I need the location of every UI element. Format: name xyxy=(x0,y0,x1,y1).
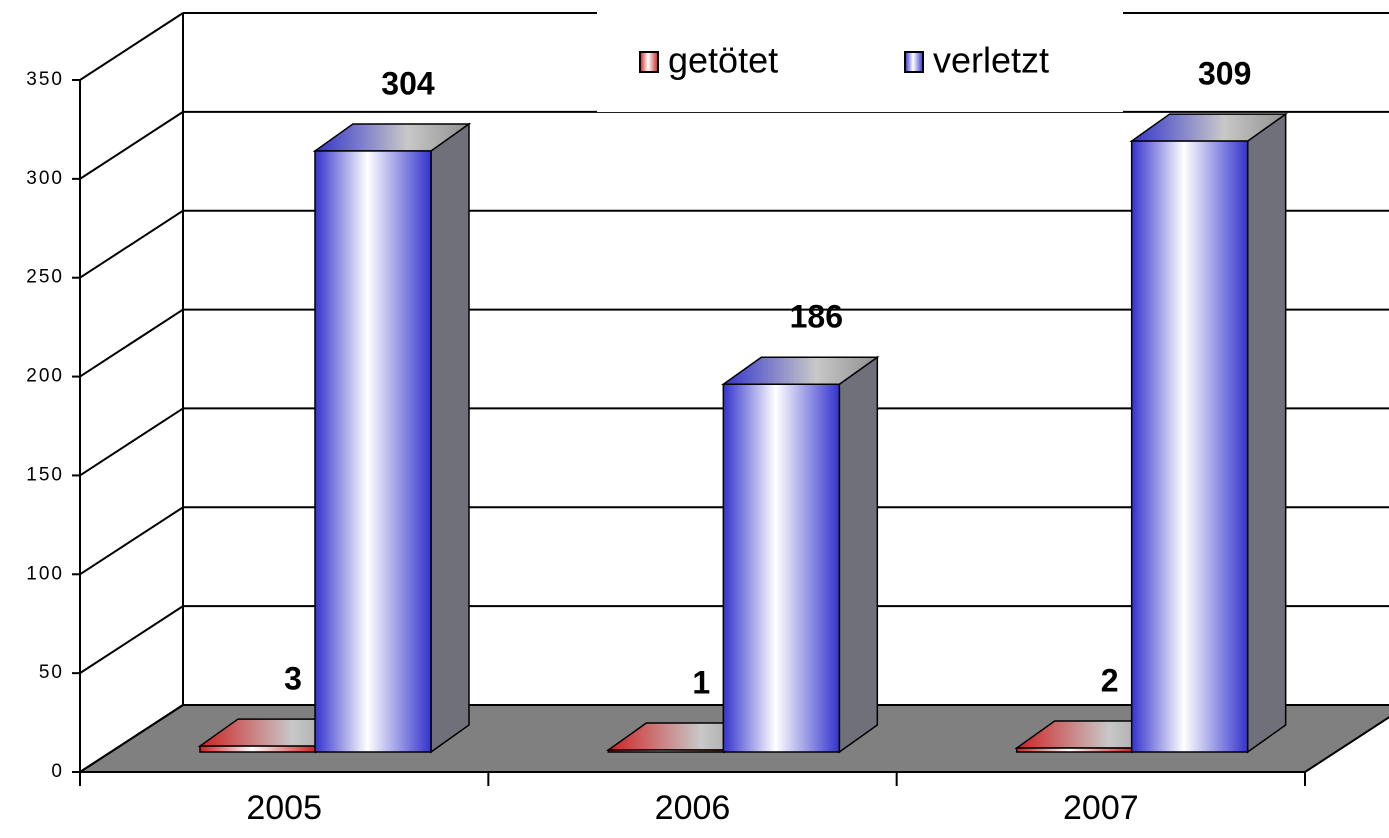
grid-line xyxy=(79,605,184,674)
y-tick-label: 250 xyxy=(26,267,64,288)
bar xyxy=(1130,140,1249,753)
legend-label: getötet xyxy=(668,40,778,81)
grid-line xyxy=(79,12,184,81)
bar-side xyxy=(430,122,470,754)
y-tick-label: 300 xyxy=(26,168,64,189)
y-tick-label: 150 xyxy=(26,464,64,485)
y-tick-label: 200 xyxy=(26,366,64,387)
legend-box xyxy=(597,0,1123,112)
data-label: 304 xyxy=(381,65,435,101)
bar xyxy=(199,745,317,753)
bar-side xyxy=(1246,112,1287,754)
grid-line xyxy=(79,407,184,477)
bar xyxy=(607,749,726,753)
legend-label: verletzt xyxy=(933,40,1049,81)
legend-swatch xyxy=(639,51,659,73)
data-label: 3 xyxy=(284,661,302,697)
y-tick-label: 350 xyxy=(26,69,64,90)
grid-line xyxy=(79,506,184,576)
y-tick-label: 0 xyxy=(51,761,64,782)
grid-line xyxy=(79,111,184,180)
data-label: 186 xyxy=(790,299,843,335)
bar xyxy=(314,150,432,753)
x-tick-label: 2006 xyxy=(655,789,731,827)
x-tick-label: 2005 xyxy=(246,789,322,827)
grid-line xyxy=(79,704,184,773)
grid-line xyxy=(79,308,184,378)
x-tick-label: 2007 xyxy=(1063,789,1139,827)
y-tick-label: 50 xyxy=(39,662,64,683)
legend-swatch xyxy=(904,51,924,73)
data-label: 1 xyxy=(692,664,710,700)
y-tick-label: 100 xyxy=(26,563,64,584)
bar xyxy=(722,383,841,753)
data-label: 2 xyxy=(1101,662,1119,698)
grid-line xyxy=(79,209,184,279)
bar-side xyxy=(838,355,879,754)
data-label: 309 xyxy=(1198,56,1251,92)
bar xyxy=(1015,747,1134,753)
